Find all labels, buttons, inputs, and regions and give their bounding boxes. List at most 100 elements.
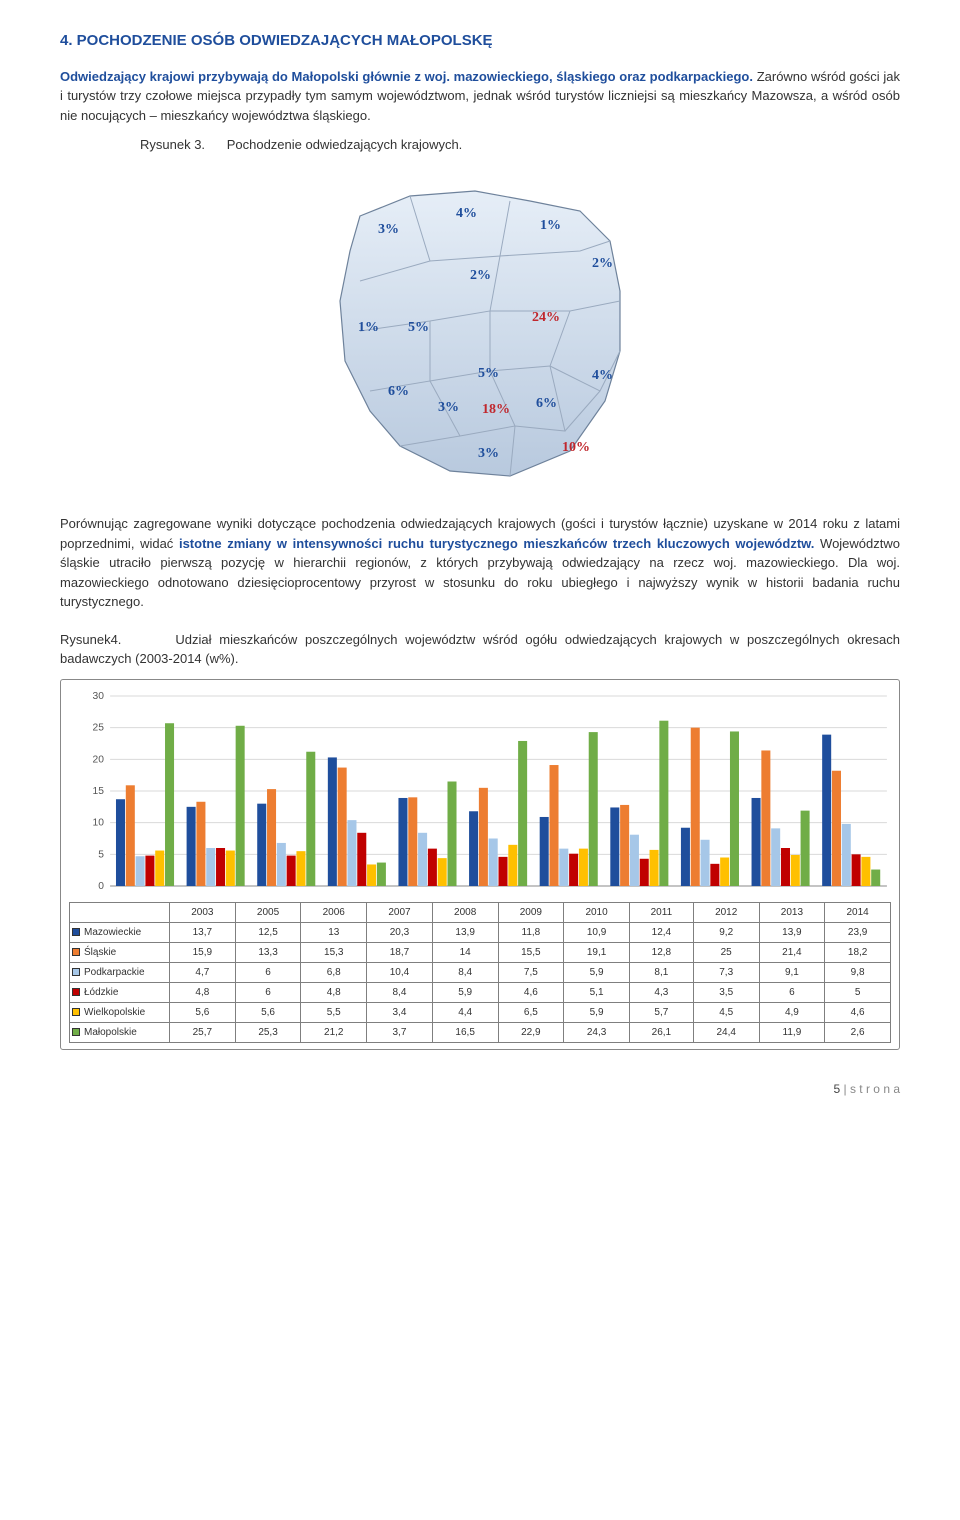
table-cell: 13,9 — [759, 922, 825, 942]
bar — [236, 725, 245, 885]
bar — [347, 820, 356, 886]
color-swatch — [72, 948, 80, 956]
data-table: 2003200520062007200820092010201120122013… — [69, 902, 891, 1043]
map-label: 5% — [408, 320, 429, 335]
table-cell: 4,8 — [170, 982, 236, 1002]
table-cell: 13 — [301, 922, 367, 942]
table-cell: 24,3 — [564, 1022, 630, 1042]
bar — [196, 801, 205, 885]
table-cell: 12,5 — [235, 922, 301, 942]
table-cell: 8,4 — [367, 982, 433, 1002]
bar — [438, 858, 447, 886]
bar — [610, 807, 619, 886]
map-label: 10% — [562, 440, 590, 455]
table-row: Wielkopolskie5,65,65,53,44,46,55,95,74,5… — [70, 1002, 891, 1022]
table-cell: 5,9 — [564, 962, 630, 982]
series-label: Mazowieckie — [70, 922, 170, 942]
bar — [398, 797, 407, 885]
map-label: 1% — [540, 218, 561, 233]
table-cell: 4,6 — [825, 1002, 891, 1022]
page-footer: 5 | s t r o n a — [60, 1080, 900, 1098]
bar — [296, 851, 305, 886]
bar — [267, 789, 276, 886]
table-row: Łódzkie4,864,88,45,94,65,14,33,565 — [70, 982, 891, 1002]
caption4-text: Udział mieszkańców poszczególnych wojewó… — [60, 632, 900, 667]
table-cell: 5,1 — [564, 982, 630, 1002]
map-label: 3% — [438, 400, 459, 415]
bar — [549, 765, 558, 886]
bar — [650, 849, 659, 885]
table-cell: 7,5 — [498, 962, 564, 982]
table-cell: 25,7 — [170, 1022, 236, 1042]
map-label: 6% — [536, 396, 557, 411]
bar — [216, 848, 225, 886]
bar — [257, 803, 266, 885]
table-cell: 5,6 — [235, 1002, 301, 1022]
bar — [165, 723, 174, 886]
table-cell: 14 — [432, 942, 498, 962]
bar — [306, 751, 315, 885]
table-cell: 22,9 — [498, 1022, 564, 1042]
bar — [691, 727, 700, 885]
year-header: 2005 — [235, 902, 301, 922]
series-label: Śląskie — [70, 942, 170, 962]
bar — [116, 799, 125, 886]
bar — [701, 839, 710, 885]
bar — [852, 854, 861, 886]
map-container: 3%4%1%2%2%1%5%24%6%5%4%3%18%6%3%10% — [60, 161, 900, 497]
table-cell: 21,2 — [301, 1022, 367, 1042]
bar — [367, 864, 376, 886]
bar — [479, 787, 488, 885]
svg-text:20: 20 — [93, 754, 105, 765]
caption3-label: Rysunek 3. — [140, 137, 205, 152]
table-cell: 9,8 — [825, 962, 891, 982]
table-cell: 8,4 — [432, 962, 498, 982]
bar — [710, 863, 719, 885]
table-cell: 2,6 — [825, 1022, 891, 1042]
bar — [822, 734, 831, 885]
map-label: 24% — [532, 310, 560, 325]
bar — [540, 816, 549, 885]
bar — [730, 731, 739, 886]
table-cell: 6,8 — [301, 962, 367, 982]
table-cell: 10,4 — [367, 962, 433, 982]
year-header: 2003 — [170, 902, 236, 922]
bar — [187, 806, 196, 885]
bar — [145, 855, 154, 885]
table-cell: 15,3 — [301, 942, 367, 962]
table-cell: 15,5 — [498, 942, 564, 962]
bar — [428, 848, 437, 885]
table-cell: 11,9 — [759, 1022, 825, 1042]
bar — [277, 842, 286, 885]
table-cell: 7,3 — [693, 962, 759, 982]
table-cell: 8,1 — [629, 962, 693, 982]
table-cell: 5,9 — [432, 982, 498, 1002]
bar — [126, 785, 135, 886]
table-cell: 5 — [825, 982, 891, 1002]
paragraph-1: Odwiedzający krajowi przybywają do Małop… — [60, 67, 900, 126]
svg-text:25: 25 — [93, 722, 105, 733]
table-cell: 25,3 — [235, 1022, 301, 1042]
bar — [518, 740, 527, 885]
bar — [640, 858, 649, 885]
map-label: 3% — [478, 446, 499, 461]
table-cell: 26,1 — [629, 1022, 693, 1042]
table-cell: 18,2 — [825, 942, 891, 962]
bar — [498, 856, 507, 885]
bar — [569, 853, 578, 885]
table-cell: 12,8 — [629, 942, 693, 962]
series-label: Małopolskie — [70, 1022, 170, 1042]
table-cell: 9,1 — [759, 962, 825, 982]
table-row: Mazowieckie13,712,51320,313,911,810,912,… — [70, 922, 891, 942]
caption-figure4: Rysunek4. Udział mieszkańców poszczególn… — [60, 630, 900, 669]
year-header: 2009 — [498, 902, 564, 922]
bar — [861, 856, 870, 885]
bar — [752, 797, 761, 885]
table-cell: 19,1 — [564, 942, 630, 962]
year-header: 2006 — [301, 902, 367, 922]
bar-chart: 051015202530 — [69, 690, 891, 900]
table-cell: 4,3 — [629, 982, 693, 1002]
caption3-text: Pochodzenie odwiedzających krajowych. — [227, 137, 463, 152]
bar — [659, 720, 668, 885]
bar — [418, 832, 427, 885]
